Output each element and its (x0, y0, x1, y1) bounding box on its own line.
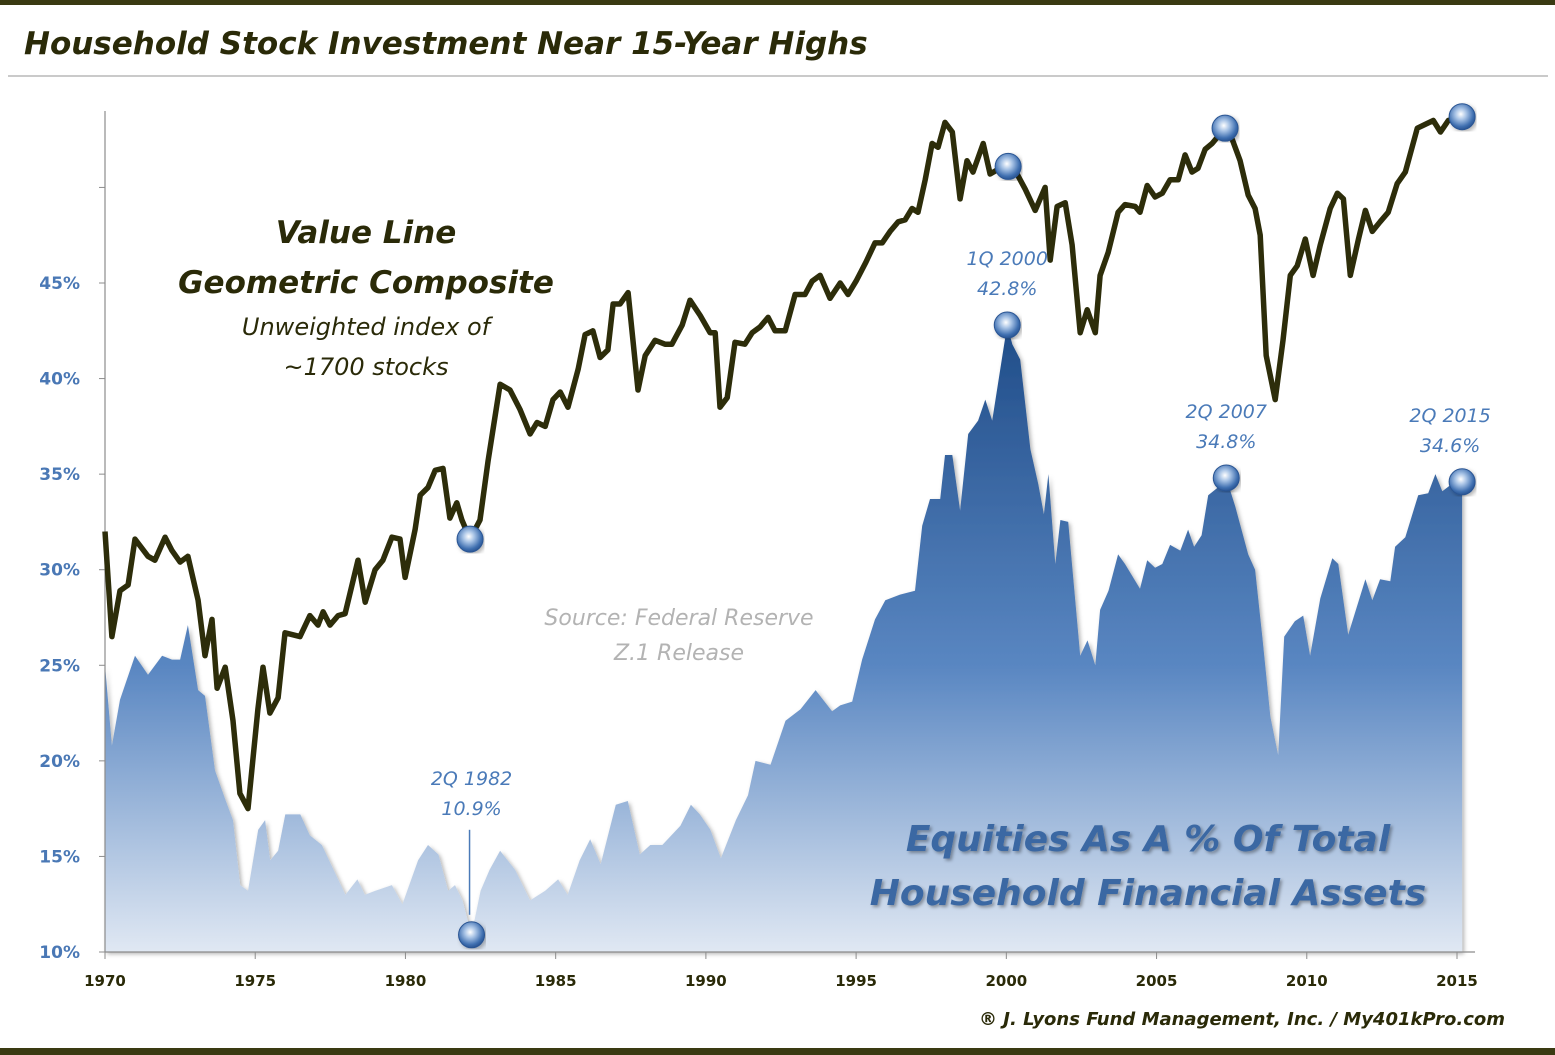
y-tick-label: 10% (39, 943, 80, 963)
x-tick-label: 1980 (385, 972, 427, 990)
plot-area: 10% 15% 20% 25% 30% 35% 40% 45% 1970 1975 1980 198… (39, 103, 1478, 990)
footer-credit: ® J. Lyons Fund Management, Inc. / My401… (979, 1009, 1505, 1030)
value-line-title-2: Geometric Composite (178, 265, 554, 301)
value-line-subtitle-2: ~1700 stocks (283, 353, 448, 381)
annotation-period: 2Q 2007 (1186, 401, 1267, 423)
x-tick-label: 2000 (985, 972, 1027, 990)
y-tick-label: 30% (39, 561, 80, 581)
y-tick-label: 45% (39, 274, 80, 294)
y-tick-label: 25% (39, 656, 80, 676)
y-tick-label: 35% (39, 465, 80, 485)
y-tick-label: 15% (39, 847, 80, 867)
annotation-value: 10.9% (441, 798, 501, 820)
value-line-title-1: Value Line (276, 215, 457, 251)
x-tick-label: 2005 (1136, 972, 1178, 990)
line-marker (1448, 103, 1476, 131)
equities-label-2: Household Financial Assets (870, 873, 1426, 914)
line-marker (1211, 114, 1239, 142)
y-tick-label: 20% (39, 752, 80, 772)
annotation-value: 34.8% (1196, 431, 1256, 453)
x-tick-label: 2015 (1436, 972, 1478, 990)
area-marker (1212, 464, 1240, 492)
value-line-subtitle-1: Unweighted index of (242, 313, 494, 341)
x-tick-label: 1975 (234, 972, 276, 990)
x-tick-label: 1970 (84, 972, 126, 990)
chart-title: Household Stock Investment Near 15-Year … (24, 26, 868, 62)
x-tick-label: 1985 (535, 972, 577, 990)
top-bar (0, 0, 1555, 5)
area-marker (993, 311, 1021, 339)
line-marker (994, 152, 1022, 180)
value-line-series (102, 114, 1464, 812)
y-tick-labels: 10% 15% 20% 25% 30% 35% 40% 45% (39, 274, 80, 963)
annotation-period: 1Q 2000 (967, 248, 1048, 270)
x-tick-labels: 1970 1975 1980 1985 1990 1995 2000 2005 2010 2015 (84, 972, 1478, 990)
x-tick-label: 1995 (835, 972, 877, 990)
axes (99, 110, 1476, 959)
line-marker (456, 525, 484, 553)
area-marker (458, 921, 486, 949)
annotation-value: 34.6% (1420, 435, 1480, 457)
source-note-2: Z.1 Release (613, 641, 744, 666)
annotation-value: 42.8% (977, 278, 1037, 300)
equities-area (105, 325, 1463, 953)
markers (456, 103, 1476, 949)
annotation-period: 2Q 2015 (1409, 405, 1490, 427)
y-tick-label: 40% (39, 370, 80, 390)
equities-label-1: Equities As A % Of Total (906, 819, 1391, 860)
x-tick-label: 2010 (1286, 972, 1328, 990)
bottom-bar (0, 1048, 1555, 1055)
source-note-1: Source: Federal Reserve (544, 606, 813, 631)
area-marker (1448, 468, 1476, 496)
annotation-period: 2Q 1982 (431, 768, 512, 790)
annotation-labels: 2Q 1982 10.9% 1Q 2000 42.8% 2Q 2007 34.8% 2Q 2… (431, 248, 1491, 820)
x-tick-label: 1990 (685, 972, 727, 990)
